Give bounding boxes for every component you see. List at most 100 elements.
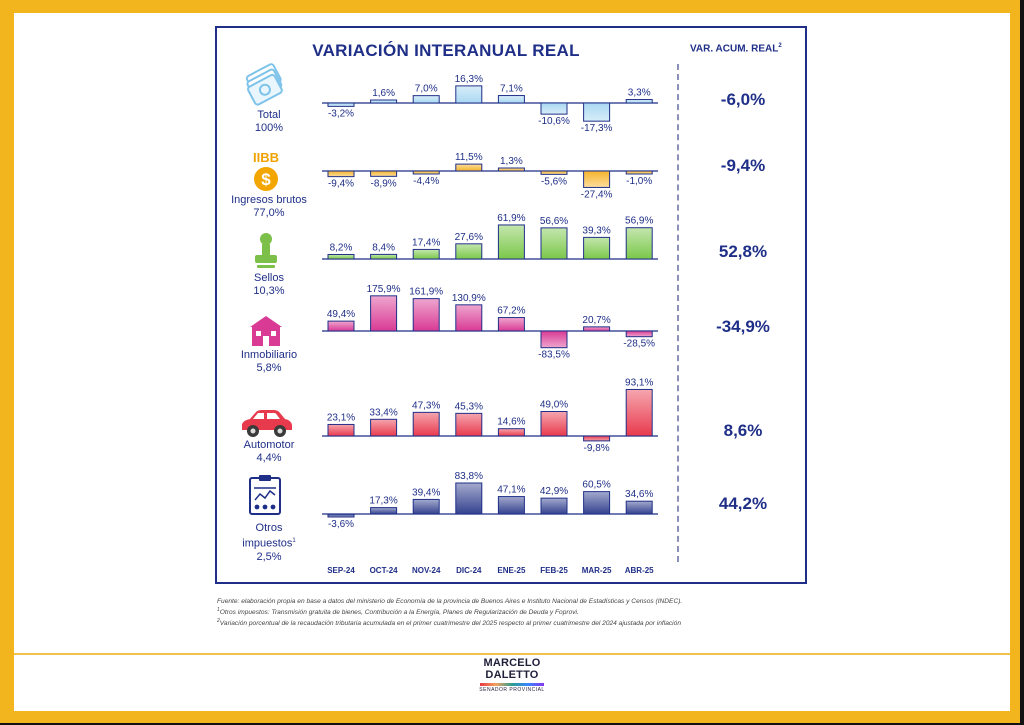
data-label: 8,4%	[372, 242, 395, 253]
bar	[497, 317, 525, 332]
category-name-line2: impuestos	[242, 537, 293, 550]
acum-title-text: VAR. ACUM. REAL	[690, 43, 779, 55]
bar	[370, 295, 398, 332]
bar	[455, 304, 483, 332]
data-label: 60,5%	[582, 480, 610, 491]
data-label: 47,1%	[497, 485, 525, 496]
bar	[455, 243, 483, 260]
category-name: Ingresos brutos	[231, 194, 307, 206]
data-label: 7,1%	[500, 84, 523, 95]
bar	[497, 496, 525, 515]
data-label: 1,3%	[500, 156, 523, 167]
bar	[455, 85, 483, 104]
bar	[412, 411, 440, 437]
category-share: 2,5%	[256, 550, 282, 563]
x-tick-label: FEB-25	[540, 566, 568, 575]
data-label: 130,9%	[452, 293, 486, 304]
bar	[327, 320, 355, 332]
category-share: 4,4%	[256, 452, 282, 464]
bar	[583, 236, 611, 260]
acum-value-sellos: 52,8%	[718, 242, 768, 261]
data-label: 33,4%	[369, 407, 397, 418]
data-label: 11,5%	[455, 152, 483, 163]
data-label: -9,4%	[328, 179, 354, 190]
data-label: 16,3%	[455, 74, 483, 85]
data-label: -8,9%	[371, 178, 397, 189]
bar	[370, 99, 398, 104]
data-label: -5,6%	[541, 176, 567, 187]
bar	[412, 248, 440, 260]
dashed-divider	[677, 64, 679, 562]
category-name-line1: Otros	[255, 522, 283, 534]
data-label: 23,1%	[327, 412, 355, 423]
svg-text:$: $	[261, 170, 271, 189]
bar	[455, 163, 483, 172]
data-label: 34,6%	[625, 489, 653, 500]
data-label: 49,4%	[327, 309, 355, 320]
data-label: 14,6%	[497, 417, 525, 428]
bar	[540, 497, 568, 515]
category-name-sup: 1	[292, 538, 296, 544]
bar	[327, 253, 355, 260]
data-label: 17,3%	[369, 496, 397, 507]
logo-line2: DALETTO	[485, 669, 539, 681]
data-label: -28,5%	[623, 339, 655, 350]
bar	[497, 224, 525, 260]
bar	[412, 298, 440, 332]
house-icon	[250, 316, 282, 346]
bar	[412, 170, 440, 175]
footnote-1-sup: 1	[217, 607, 220, 613]
chart-title: VARIACIÓN INTERANUAL REAL	[312, 41, 580, 60]
car-icon	[242, 410, 292, 437]
acum-title-sup: 2	[778, 43, 782, 49]
data-label: 27,6%	[455, 232, 483, 243]
data-label: 20,7%	[582, 315, 610, 326]
data-label: -9,8%	[584, 443, 610, 454]
bar	[497, 428, 525, 437]
bar	[327, 513, 355, 518]
category-share: 100%	[254, 122, 284, 134]
category-label-inmobiliario: Inmobiliario 5,8%	[218, 349, 320, 375]
bar	[540, 330, 568, 349]
bar	[625, 330, 653, 338]
data-label: -4,4%	[413, 176, 439, 187]
logo-color-bar	[480, 683, 544, 686]
data-label: 45,3%	[455, 401, 483, 412]
acum-value-iibb: -9,4%	[720, 156, 766, 175]
data-label: 39,4%	[412, 487, 440, 498]
bar	[370, 507, 398, 515]
footnotes: Fuente: elaboración propia en base a dat…	[217, 597, 827, 628]
category-name: Automotor	[243, 439, 295, 451]
iibb-icon-text: IIBB	[253, 150, 279, 165]
x-tick-label: SEP-24	[327, 566, 355, 575]
x-tick-label: ENE-25	[497, 566, 526, 575]
bar	[540, 227, 568, 260]
acum-value-total: -6,0%	[720, 90, 766, 109]
data-label: -10,6%	[538, 116, 570, 127]
bar	[327, 170, 355, 178]
x-tick-label: ABR-25	[625, 566, 654, 575]
x-tick-label: DIC-24	[456, 566, 482, 575]
data-label: -3,2%	[328, 108, 354, 119]
bar	[625, 170, 653, 175]
bar	[497, 167, 525, 172]
bar	[497, 95, 525, 104]
acum-value-automotor: 8,6%	[723, 421, 763, 440]
chart-panel	[215, 26, 807, 584]
data-label: 42,9%	[540, 486, 568, 497]
category-label-sellos: Sellos 10,3%	[218, 272, 320, 298]
bar	[412, 95, 440, 104]
data-label: -1,0%	[626, 176, 652, 187]
acum-value-inmobiliario: -34,9%	[716, 317, 770, 336]
stamp-icon	[255, 233, 277, 268]
data-label: 61,9%	[497, 213, 525, 224]
category-name-line2-wrap: impuestos1	[218, 535, 320, 551]
data-label: 49,0%	[540, 400, 568, 411]
data-label: -83,5%	[538, 350, 570, 361]
bar	[625, 99, 653, 104]
data-label: 175,9%	[367, 284, 401, 295]
bar	[370, 170, 398, 177]
logo-line3: SENADOR PROVINCIAL	[479, 687, 545, 693]
acum-value-otros: 44,2%	[718, 494, 768, 513]
data-label: 3,3%	[628, 88, 651, 99]
